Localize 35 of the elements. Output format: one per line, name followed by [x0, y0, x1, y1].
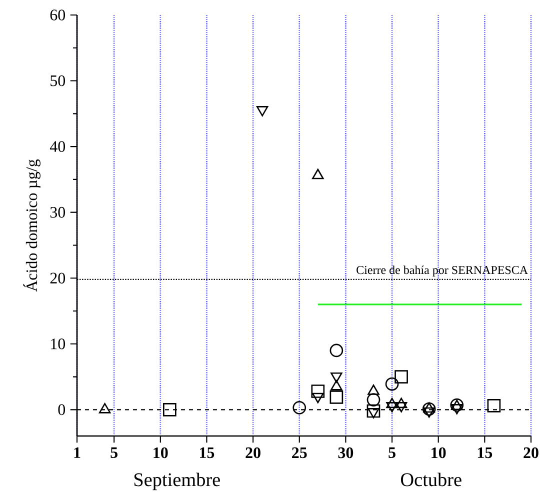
ref-line-label: Cierre de bahía por SERNAPESCA	[356, 266, 528, 276]
x-tick-label: 10	[154, 447, 168, 458]
point	[386, 398, 398, 408]
x-tick-label: 15	[200, 447, 214, 458]
point	[162, 403, 176, 416]
x-tick-label: 20	[246, 447, 260, 458]
point	[330, 390, 344, 404]
x-tick-label: 10	[432, 447, 446, 458]
x-tick-label: 15	[478, 447, 492, 458]
text: Octubre	[401, 472, 462, 486]
point	[292, 401, 306, 414]
x-tick-label: 5	[110, 447, 118, 458]
point	[366, 393, 380, 406]
y-tick-label: 10	[51, 338, 66, 350]
y-tick-label: 60	[50, 10, 66, 20]
point	[395, 398, 408, 408]
y-tick-label: 30	[50, 206, 66, 218]
y-tick-label: 20	[50, 272, 66, 284]
point	[366, 404, 380, 418]
x-tick-label: 25	[292, 447, 307, 458]
point	[330, 344, 344, 358]
x-tick-label: 5	[388, 447, 396, 458]
point	[311, 384, 325, 398]
point	[487, 399, 501, 412]
y-axis-title: Ácido domoico µg/g	[23, 159, 40, 292]
y-tick-label: 50	[50, 75, 66, 86]
x-tick-label: 20	[524, 447, 538, 458]
y-tick-label: 40	[50, 141, 66, 152]
text: Septiembre	[134, 472, 220, 490]
point	[368, 384, 380, 395]
point	[256, 106, 268, 116]
x-tick-label: 30	[338, 447, 354, 458]
point	[98, 403, 111, 414]
y-tick-label: 0	[58, 404, 66, 416]
x-tick-label: 1	[74, 447, 80, 458]
